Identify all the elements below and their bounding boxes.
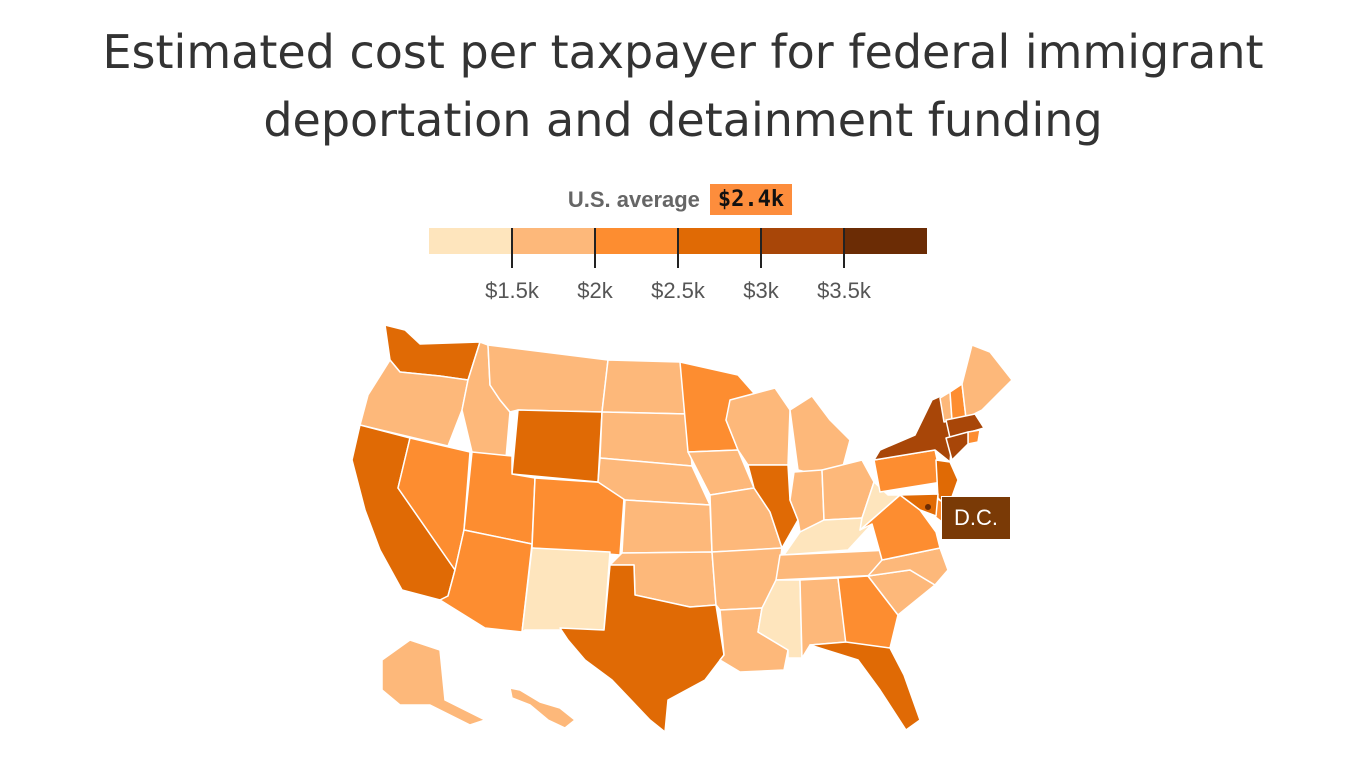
legend-tick-1 [594,228,596,268]
state-md [899,493,939,517]
state-me [961,344,1013,419]
title-line-1: Estimated cost per taxpayer for federal … [102,25,1264,79]
state-mi [789,395,851,476]
dc-label: D.C. [941,496,1011,540]
title-line-2: deportation and detainment funding [263,93,1103,147]
legend-tick-0 [511,228,513,268]
state-nd [601,359,689,415]
state-ky [783,517,873,556]
legend-tick-label-1: $2k [577,278,613,303]
state-hi [509,687,576,729]
state-ks [621,499,713,554]
chart-title: Estimated cost per taxpayer for federal … [0,18,1366,154]
legend-tick-label-2: $2.5k [651,278,705,303]
legend-bin-2 [595,228,678,254]
state-wv [859,481,901,531]
state-wy [511,409,603,483]
state-mt [487,344,609,413]
state-nm [521,547,611,633]
legend-bin-5 [844,228,927,254]
state-il [747,464,799,549]
color-legend [429,228,927,254]
legend-tick-3 [760,228,762,268]
state-ak [381,639,486,726]
legend-bin-1 [512,228,595,254]
legend-bin-0 [429,228,512,254]
legend-tick-label-3: $3k [743,278,779,303]
state-ma [945,413,985,439]
legend-bin-3 [678,228,761,254]
us-average: U.S. average $2.4k [0,184,1363,215]
legend-bin-4 [761,228,844,254]
legend-tick-label-4: $3.5k [817,278,871,303]
state-fl [809,641,921,731]
legend-tick-2 [677,228,679,268]
state-ga [837,575,899,649]
legend-tick-label-0: $1.5k [485,278,539,303]
legend-tick-4 [843,228,845,268]
us-average-label: U.S. average [567,186,700,212]
state-ct [945,431,969,461]
state-dc [925,504,931,510]
state-sd [599,411,693,467]
us-average-value: $2.4k [709,184,793,215]
state-ri [967,429,981,445]
state-tx [559,564,725,733]
